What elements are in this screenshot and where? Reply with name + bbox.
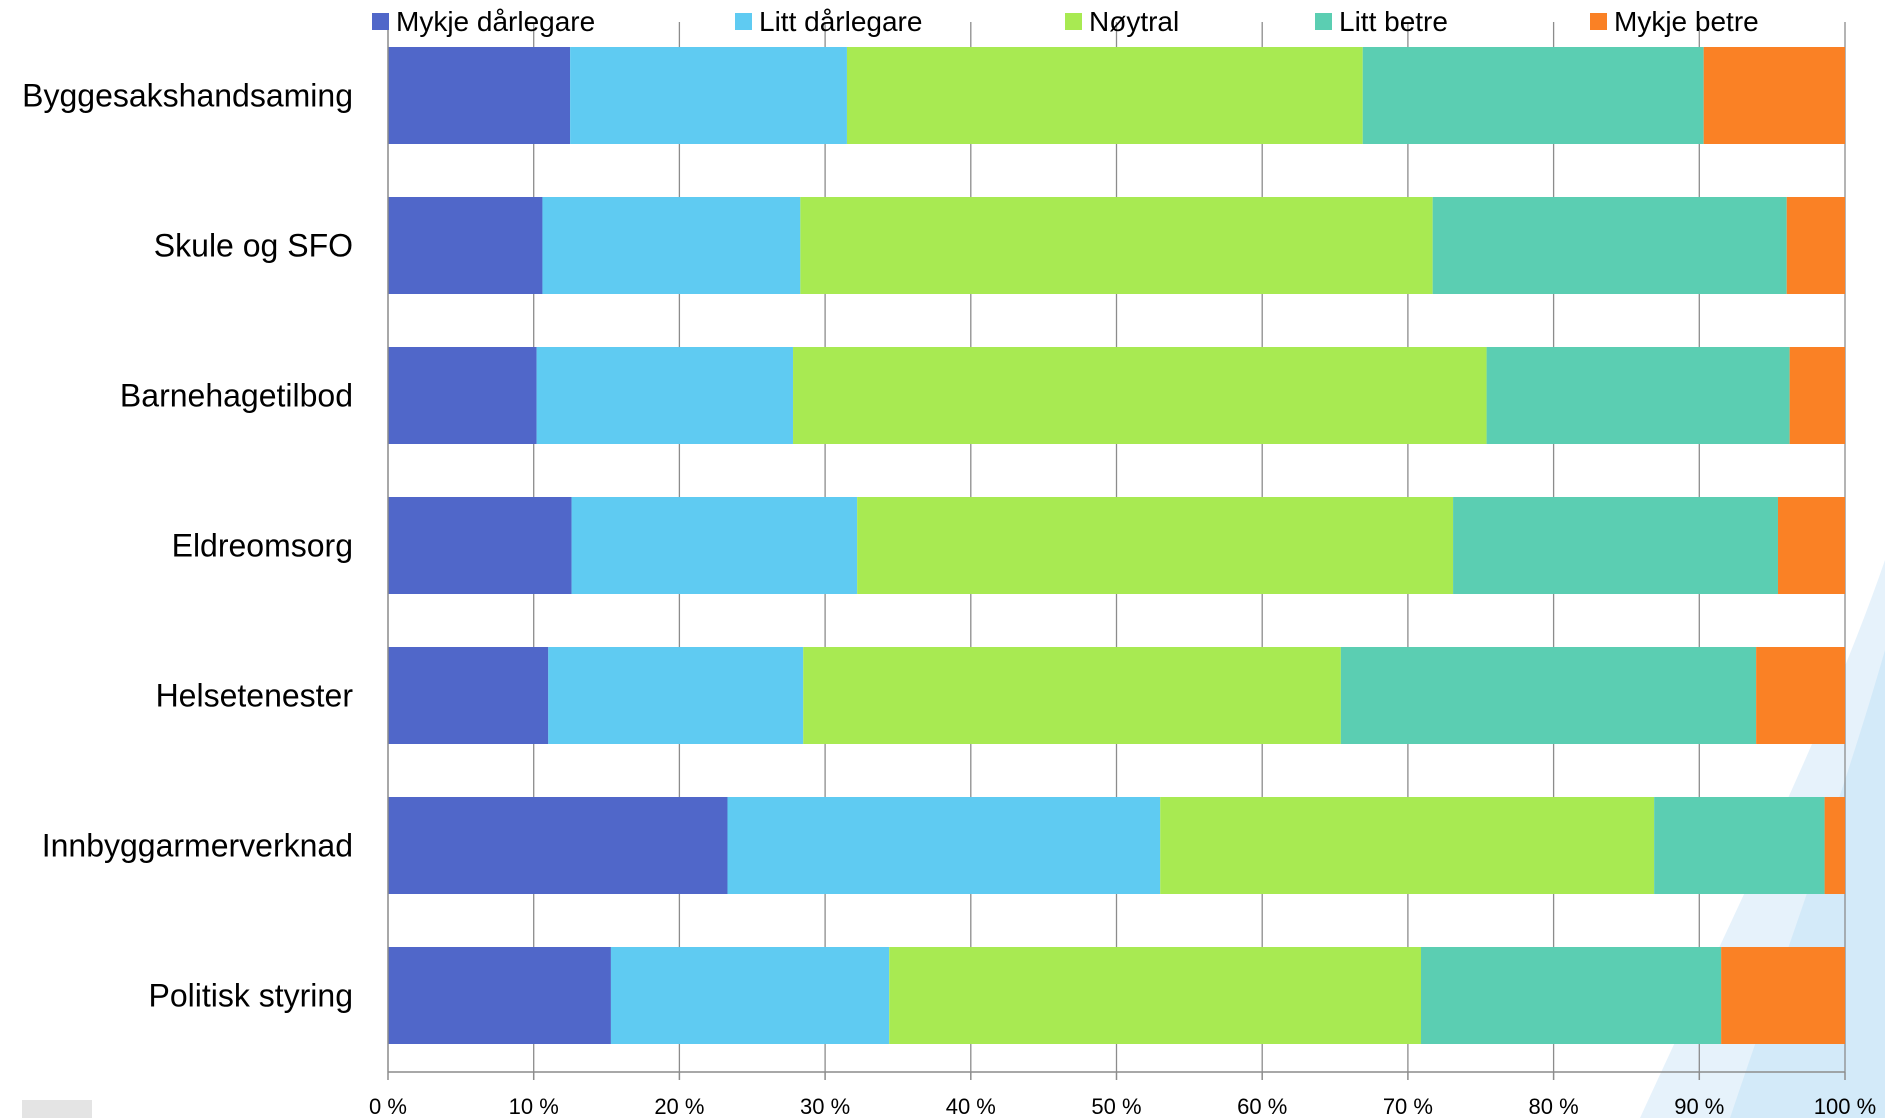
category-label: Eldreomsorg xyxy=(172,528,353,564)
legend: Mykje dårlegare Litt dårlegare Nøytral Litt… xyxy=(372,6,1759,37)
legend-swatch xyxy=(1590,13,1607,30)
x-tick-label: 60 % xyxy=(1237,1094,1287,1118)
bar-segment xyxy=(610,947,890,1044)
legend-swatch xyxy=(372,13,389,30)
bar-segment xyxy=(1824,797,1845,894)
bar-segment xyxy=(388,497,572,594)
bar-segment xyxy=(1703,47,1845,144)
bar-segment xyxy=(1340,647,1757,744)
bar-segment xyxy=(1786,197,1845,294)
category-labels: Byggesakshandsaming Skule og SFO Barnehage… xyxy=(22,78,353,1014)
category-label: Innbyggarmerverknad xyxy=(42,828,353,864)
category-label: Politisk styring xyxy=(149,978,354,1014)
x-tick-labels: 0 % 10 % 20 % 30 % 40 % 50 % 60 % 70 % 80 % 90 % 1… xyxy=(369,1094,1876,1118)
legend-label: Litt dårlegare xyxy=(759,6,922,37)
bar-segment xyxy=(857,497,1454,594)
legend-label: Litt betre xyxy=(1339,6,1448,37)
bar-segment xyxy=(793,347,1487,444)
bar-segment xyxy=(1789,347,1845,444)
x-tick-label: 40 % xyxy=(946,1094,996,1118)
axes xyxy=(387,22,1846,1080)
bar-segment xyxy=(1362,47,1704,144)
x-tick-label: 20 % xyxy=(654,1094,704,1118)
bar-segment xyxy=(388,797,728,894)
bar-segment xyxy=(800,197,1433,294)
bar-segment xyxy=(388,347,537,444)
bar-segment xyxy=(548,647,804,744)
legend-label: Mykje betre xyxy=(1614,6,1759,37)
bar-segment xyxy=(1421,947,1722,1044)
legend-label: Mykje dårlegare xyxy=(396,6,595,37)
x-tick-label: 90 % xyxy=(1674,1094,1724,1118)
x-tick-label: 30 % xyxy=(800,1094,850,1118)
bar-segment xyxy=(536,347,794,444)
bar-segment xyxy=(388,947,611,1044)
background-swoosh-accent xyxy=(1730,650,1885,1118)
bar-segment xyxy=(1654,797,1825,894)
bar-segment xyxy=(1160,797,1655,894)
legend-swatch xyxy=(1065,13,1082,30)
bar-segment xyxy=(388,197,543,294)
bar-segment xyxy=(1453,497,1778,594)
x-tick-label: 50 % xyxy=(1091,1094,1141,1118)
bar-segment xyxy=(1756,647,1845,744)
category-label: Barnehagetilbod xyxy=(120,378,353,414)
bar-segment xyxy=(388,647,549,744)
x-tick-label: 10 % xyxy=(509,1094,559,1118)
bar-segment xyxy=(727,797,1161,894)
category-label: Byggesakshandsaming xyxy=(22,78,353,114)
bar-segment xyxy=(846,47,1363,144)
legend-swatch xyxy=(735,13,752,30)
bars xyxy=(388,47,1845,1044)
bar-segment xyxy=(1432,197,1787,294)
bar-segment xyxy=(571,497,858,594)
bar-segment xyxy=(1777,497,1845,594)
legend-swatch xyxy=(1315,13,1332,30)
x-tick-label: 80 % xyxy=(1529,1094,1579,1118)
x-tick-label: 100 % xyxy=(1814,1094,1876,1118)
bar-segment xyxy=(542,197,801,294)
bar-segment xyxy=(1486,347,1790,444)
bar-segment xyxy=(388,47,571,144)
corner-logo xyxy=(22,1100,92,1118)
legend-label: Nøytral xyxy=(1089,6,1179,37)
category-label: Helsetenester xyxy=(156,678,354,714)
category-label: Skule og SFO xyxy=(154,228,353,264)
bar-segment xyxy=(1721,947,1845,1044)
bar-segment xyxy=(889,947,1422,1044)
x-tick-label: 70 % xyxy=(1383,1094,1433,1118)
bar-segment xyxy=(803,647,1341,744)
x-tick-label: 0 % xyxy=(369,1094,407,1118)
bar-segment xyxy=(570,47,847,144)
